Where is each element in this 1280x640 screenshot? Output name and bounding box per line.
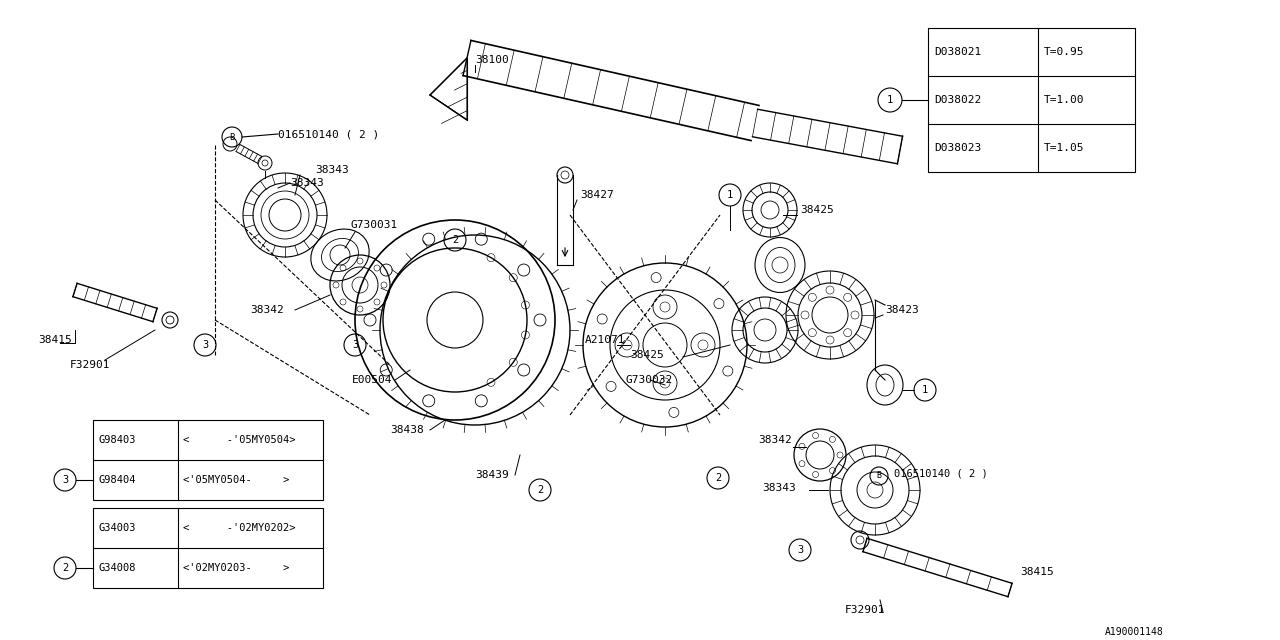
Text: D038023: D038023 bbox=[934, 143, 982, 153]
Text: G730032: G730032 bbox=[625, 375, 672, 385]
Text: G98403: G98403 bbox=[99, 435, 136, 445]
Text: D038021: D038021 bbox=[934, 47, 982, 57]
Text: 38425: 38425 bbox=[800, 205, 833, 215]
Bar bbox=[93, 508, 323, 588]
Text: 3: 3 bbox=[797, 545, 803, 555]
Text: 38438: 38438 bbox=[390, 425, 424, 435]
Text: 38427: 38427 bbox=[580, 190, 613, 200]
Text: <'02MY0203-     >: <'02MY0203- > bbox=[183, 563, 289, 573]
Text: <'05MY0504-     >: <'05MY0504- > bbox=[183, 475, 289, 485]
Text: 2: 2 bbox=[536, 485, 543, 495]
Text: 1: 1 bbox=[727, 190, 733, 200]
Bar bbox=[928, 28, 1135, 172]
Text: B: B bbox=[877, 472, 882, 481]
Text: 38343: 38343 bbox=[315, 165, 348, 175]
Text: 016510140 ( 2 ): 016510140 ( 2 ) bbox=[893, 469, 988, 479]
Text: 1: 1 bbox=[887, 95, 893, 105]
Text: 38423: 38423 bbox=[884, 305, 919, 315]
Text: 3: 3 bbox=[61, 475, 68, 485]
Text: T=0.95: T=0.95 bbox=[1044, 47, 1084, 57]
Text: 38342: 38342 bbox=[758, 435, 792, 445]
Text: T=1.00: T=1.00 bbox=[1044, 95, 1084, 105]
Text: G34008: G34008 bbox=[99, 563, 136, 573]
Text: F32901: F32901 bbox=[70, 360, 110, 370]
Text: 38342: 38342 bbox=[250, 305, 284, 315]
Text: 38439: 38439 bbox=[475, 470, 508, 480]
Text: G34003: G34003 bbox=[99, 523, 136, 533]
Text: 38425: 38425 bbox=[630, 350, 664, 360]
Text: <      -'05MY0504>: < -'05MY0504> bbox=[183, 435, 296, 445]
Text: 3: 3 bbox=[202, 340, 209, 350]
Text: 2: 2 bbox=[452, 235, 458, 245]
Text: 38415: 38415 bbox=[38, 335, 72, 345]
Text: E00504: E00504 bbox=[352, 375, 393, 385]
Text: 38343: 38343 bbox=[762, 483, 796, 493]
Text: 38415: 38415 bbox=[1020, 567, 1053, 577]
Text: A190001148: A190001148 bbox=[1105, 627, 1164, 637]
Text: 1: 1 bbox=[922, 385, 928, 395]
Text: D038022: D038022 bbox=[934, 95, 982, 105]
Text: 2: 2 bbox=[61, 563, 68, 573]
Text: F32901: F32901 bbox=[845, 605, 886, 615]
Text: T=1.05: T=1.05 bbox=[1044, 143, 1084, 153]
Text: 38343: 38343 bbox=[291, 178, 324, 188]
Text: 38100: 38100 bbox=[475, 55, 508, 65]
Text: 3: 3 bbox=[352, 340, 358, 350]
Text: G730031: G730031 bbox=[349, 220, 397, 230]
Bar bbox=[93, 420, 323, 500]
Text: A21071: A21071 bbox=[585, 335, 626, 345]
Text: B: B bbox=[229, 132, 234, 141]
Text: 2: 2 bbox=[714, 473, 721, 483]
Text: G98404: G98404 bbox=[99, 475, 136, 485]
Text: <      -'02MY0202>: < -'02MY0202> bbox=[183, 523, 296, 533]
Text: 016510140 ( 2 ): 016510140 ( 2 ) bbox=[278, 129, 379, 139]
